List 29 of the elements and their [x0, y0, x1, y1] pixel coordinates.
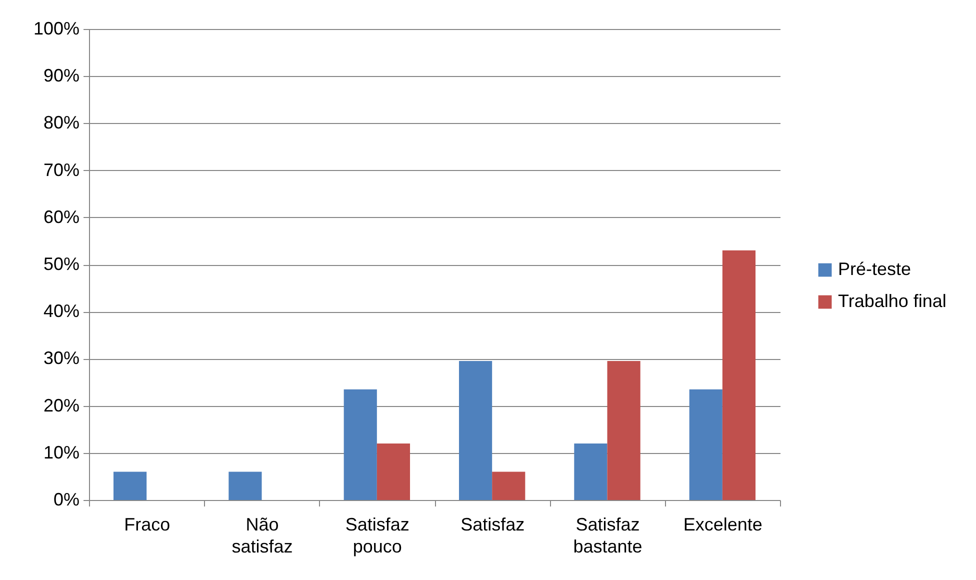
y-tick-label: 30%: [43, 348, 80, 368]
bar: [376, 443, 410, 500]
bar: [689, 389, 722, 500]
y-tick-label: 10%: [43, 442, 80, 462]
y-tick-label: 80%: [43, 112, 80, 133]
x-tick-label: Fraco: [124, 514, 170, 534]
bar: [228, 472, 262, 500]
x-tick-label: Não satisfaz: [232, 514, 293, 556]
bar: [344, 389, 377, 500]
legend-label: Trabalho final: [838, 291, 946, 311]
y-tick-label: 50%: [43, 254, 80, 274]
y-tick-label: 90%: [43, 66, 80, 86]
x-tick-label: Satisfaz: [460, 514, 525, 534]
bar: [574, 443, 608, 500]
bar: [113, 472, 147, 500]
bar: [607, 361, 640, 500]
x-tick-label: Excelente: [683, 514, 762, 534]
y-tick-label: 60%: [43, 206, 80, 227]
y-tick-label: 0%: [53, 490, 80, 510]
bar: [458, 361, 492, 500]
y-tick-label: 20%: [43, 395, 80, 416]
y-tick-label: 70%: [43, 160, 80, 180]
bar: [722, 250, 756, 500]
y-tick-label: 40%: [43, 301, 80, 322]
x-tick-label: Satisfaz pouco: [345, 514, 410, 556]
legend-label: Pré-teste: [838, 259, 912, 279]
bar: [492, 472, 526, 500]
x-tick-label: Satisfaz bastante: [573, 514, 642, 556]
y-tick-label: 100%: [33, 18, 80, 38]
